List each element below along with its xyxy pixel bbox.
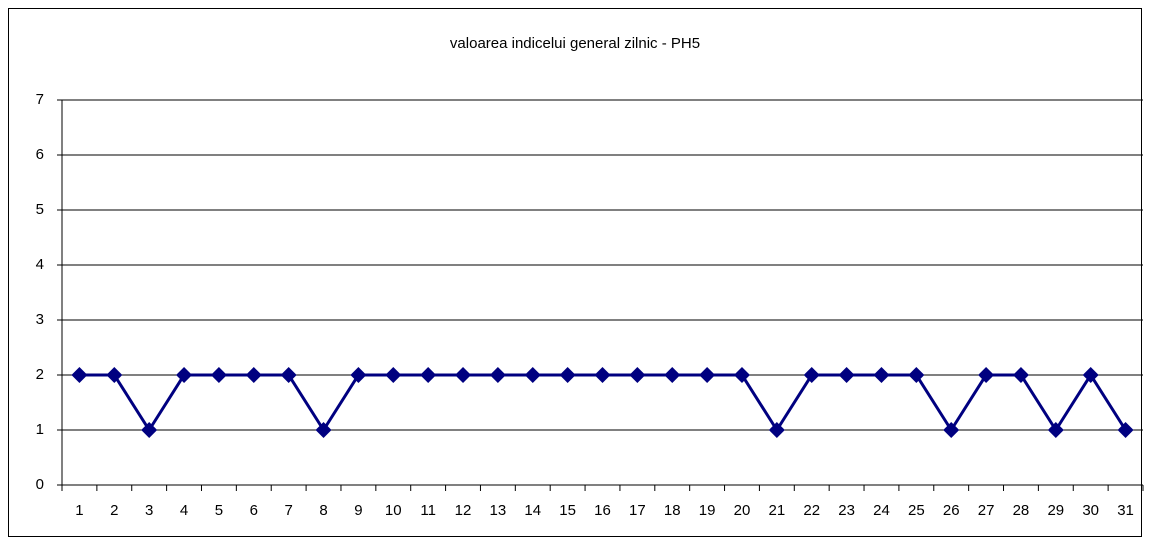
marker: [629, 367, 646, 383]
x-tick-label: 5: [215, 502, 223, 519]
x-tick-label: 28: [1013, 502, 1030, 519]
x-tick-label: 11: [420, 502, 436, 519]
x-tick-label: 26: [943, 502, 960, 519]
marker: [455, 367, 472, 383]
x-tick-label: 10: [385, 502, 402, 519]
marker: [106, 367, 123, 383]
y-tick-label: 0: [36, 476, 44, 493]
y-tick-label: 4: [36, 256, 44, 273]
x-tick-label: 30: [1082, 502, 1099, 519]
marker: [733, 367, 750, 383]
marker: [943, 422, 960, 438]
x-tick-label: 31: [1117, 502, 1134, 519]
marker: [978, 367, 995, 383]
marker: [210, 367, 227, 383]
x-tick-label: 20: [734, 502, 751, 519]
marker: [908, 367, 925, 383]
x-tick-label: 7: [284, 502, 292, 519]
x-tick-label: 6: [250, 502, 258, 519]
marker: [1012, 367, 1029, 383]
marker: [420, 367, 437, 383]
marker: [873, 367, 890, 383]
y-tick-label: 3: [36, 311, 44, 328]
x-tick-label: 29: [1047, 502, 1064, 519]
marker: [768, 422, 785, 438]
marker: [315, 422, 332, 438]
marker: [176, 367, 193, 383]
x-tick-label: 8: [319, 502, 327, 519]
chart-title: valoarea indicelui general zilnic - PH5: [450, 35, 700, 52]
y-tick-label: 7: [36, 91, 44, 108]
marker: [559, 367, 576, 383]
x-tick-label: 21: [769, 502, 786, 519]
x-tick-label: 13: [490, 502, 507, 519]
x-tick-label: 16: [594, 502, 611, 519]
x-tick-label: 27: [978, 502, 995, 519]
marker: [385, 367, 402, 383]
marker: [245, 367, 262, 383]
x-tick-label: 4: [180, 502, 188, 519]
x-tick-label: 18: [664, 502, 681, 519]
y-tick-label: 6: [36, 146, 44, 163]
x-tick-label: 1: [75, 502, 83, 519]
x-tick-label: 19: [699, 502, 716, 519]
y-tick-label: 1: [36, 421, 44, 438]
marker: [524, 367, 541, 383]
marker: [664, 367, 681, 383]
x-tick-label: 15: [559, 502, 576, 519]
marker: [838, 367, 855, 383]
marker: [699, 367, 716, 383]
x-tick-label: 9: [354, 502, 362, 519]
marker: [141, 422, 158, 438]
y-tick-label: 2: [36, 366, 44, 383]
x-tick-label: 22: [803, 502, 820, 519]
x-tick-label: 23: [838, 502, 855, 519]
marker: [280, 367, 297, 383]
marker: [71, 367, 88, 383]
x-tick-label: 14: [524, 502, 541, 519]
x-tick-label: 3: [145, 502, 153, 519]
y-tick-label: 5: [36, 201, 44, 218]
x-tick-label: 2: [110, 502, 118, 519]
chart-border: [8, 8, 1142, 537]
x-tick-label: 25: [908, 502, 925, 519]
x-tick-label: 24: [873, 502, 890, 519]
marker: [1082, 367, 1099, 383]
marker: [803, 367, 820, 383]
marker: [350, 367, 367, 383]
marker: [489, 367, 506, 383]
marker: [1117, 422, 1134, 438]
x-tick-label: 12: [455, 502, 472, 519]
marker: [594, 367, 611, 383]
marker: [1047, 422, 1064, 438]
x-tick-label: 17: [629, 502, 646, 519]
